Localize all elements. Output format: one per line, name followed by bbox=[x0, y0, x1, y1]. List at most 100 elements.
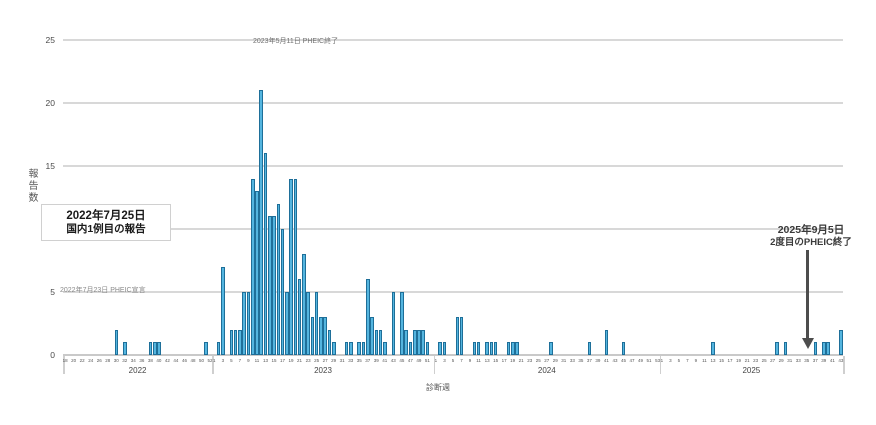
week-tick-label: 21 bbox=[297, 358, 303, 363]
week-tick-label: 20 bbox=[71, 358, 77, 363]
week-tick-label: 43 bbox=[612, 358, 618, 363]
annotation-first-case-text: 国内1例目の報告 bbox=[66, 223, 146, 236]
bar-week bbox=[378, 329, 383, 355]
bar-week bbox=[157, 342, 161, 355]
y-tick-label: 20 bbox=[45, 98, 55, 108]
week-tick-label: 41 bbox=[603, 358, 609, 363]
bar-week bbox=[822, 342, 826, 355]
bar-week bbox=[604, 329, 609, 355]
week-tick-label: 21 bbox=[744, 358, 750, 363]
week-tick-label: 7 bbox=[460, 358, 463, 363]
bar-week bbox=[297, 279, 302, 355]
bar-week bbox=[272, 216, 276, 355]
week-tick-label: 47 bbox=[629, 358, 635, 363]
week-tick-label: 13 bbox=[710, 358, 716, 363]
bar-week bbox=[348, 342, 353, 355]
week-tick-label: 5 bbox=[230, 358, 233, 363]
annotation-pheic1-end: 2023年5月11日 PHEIC終了 bbox=[253, 38, 339, 45]
bar-week bbox=[417, 329, 421, 355]
bar-week bbox=[242, 292, 246, 355]
bar-week bbox=[293, 178, 298, 355]
week-tick-label: 28 bbox=[105, 358, 111, 363]
y-tick-label: 0 bbox=[50, 350, 55, 360]
bar-week bbox=[510, 342, 515, 355]
bar-week bbox=[310, 317, 315, 355]
annotation-first-case-date: 2022年7月25日 bbox=[66, 209, 146, 222]
down-arrow-icon bbox=[806, 250, 809, 338]
week-tick-label: 36 bbox=[139, 358, 145, 363]
x-axis-label: 診断週 bbox=[426, 383, 450, 392]
annotation-pheic2-end-date: 2025年9月5日 bbox=[777, 224, 845, 236]
week-tick-label: 22 bbox=[79, 358, 85, 363]
week-tick-label: 3 bbox=[221, 358, 225, 363]
bar-week bbox=[783, 342, 788, 355]
week-tick-label: 27 bbox=[544, 358, 550, 363]
bar-week bbox=[438, 342, 443, 355]
week-tick-label: 43 bbox=[838, 358, 844, 363]
week-tick-label: 40 bbox=[156, 358, 162, 363]
week-tick-label: 25 bbox=[761, 358, 767, 363]
week-tick-label: 19 bbox=[510, 358, 516, 363]
y-tick-label: 5 bbox=[50, 287, 55, 297]
week-tick-label: 7 bbox=[686, 358, 689, 363]
bar-week bbox=[246, 292, 251, 355]
bar-week bbox=[374, 329, 379, 355]
bar-week bbox=[472, 342, 477, 355]
axis-segment-divider bbox=[659, 356, 662, 374]
bar-week bbox=[515, 342, 519, 355]
week-tick-label: 35 bbox=[578, 358, 584, 363]
week-tick-label: 9 bbox=[694, 358, 698, 363]
week-tick-label: 31 bbox=[339, 358, 345, 363]
week-tick-label: 24 bbox=[88, 358, 94, 363]
bar-week bbox=[839, 329, 843, 355]
bar-week bbox=[148, 342, 153, 355]
week-tick-label: 3 bbox=[443, 358, 446, 363]
bar-week bbox=[306, 292, 310, 355]
week-tick-label: 15 bbox=[271, 358, 277, 363]
week-tick-label: 29 bbox=[778, 358, 784, 363]
week-tick-label: 41 bbox=[829, 358, 835, 363]
week-tick-label: 23 bbox=[753, 358, 759, 363]
week-tick-label: 13 bbox=[484, 358, 490, 363]
year-label-2024: 2024 bbox=[537, 366, 556, 375]
week-tick-label: 46 bbox=[181, 358, 187, 363]
week-tick-label: 1 bbox=[660, 358, 664, 363]
week-tick-label: 49 bbox=[638, 358, 644, 363]
bar-week bbox=[302, 254, 306, 355]
week-tick-label: 23 bbox=[527, 358, 533, 363]
bar-week bbox=[425, 342, 430, 355]
bar-week bbox=[442, 342, 447, 355]
week-tick-label: 42 bbox=[164, 358, 170, 363]
week-tick-label: 11 bbox=[476, 358, 481, 363]
bar-week bbox=[238, 329, 242, 355]
gridline-y-5 bbox=[63, 291, 843, 293]
bar-week bbox=[485, 342, 489, 355]
gridline-y-10 bbox=[63, 228, 843, 230]
week-tick-label: 33 bbox=[348, 358, 354, 363]
week-tick-label: 31 bbox=[787, 358, 793, 363]
bar-week bbox=[259, 90, 264, 355]
bar-week bbox=[263, 153, 268, 355]
year-label-2023: 2023 bbox=[314, 366, 332, 375]
week-tick-label: 53 bbox=[655, 358, 661, 363]
bar-week bbox=[549, 342, 553, 355]
x-axis-line bbox=[63, 353, 843, 356]
bar-week bbox=[289, 178, 293, 355]
week-tick-label: 45 bbox=[620, 358, 626, 363]
bar-week bbox=[476, 342, 481, 355]
week-tick-label: 39 bbox=[373, 358, 379, 363]
week-tick-label: 39 bbox=[595, 358, 601, 363]
week-tick-label: 13 bbox=[262, 358, 268, 363]
week-tick-label: 48 bbox=[190, 358, 196, 363]
week-tick-label: 35 bbox=[356, 358, 362, 363]
bar-week bbox=[152, 342, 157, 355]
week-tick-label: 1 bbox=[434, 358, 438, 363]
bar-week bbox=[221, 266, 225, 355]
axis-segment-divider bbox=[433, 356, 436, 374]
bar-week bbox=[455, 317, 460, 355]
bar-week bbox=[412, 329, 417, 355]
week-tick-label: 33 bbox=[569, 358, 575, 363]
week-tick-label: 52 bbox=[207, 358, 213, 363]
week-tick-label: 9 bbox=[468, 358, 472, 363]
week-tick-label: 31 bbox=[561, 358, 567, 363]
